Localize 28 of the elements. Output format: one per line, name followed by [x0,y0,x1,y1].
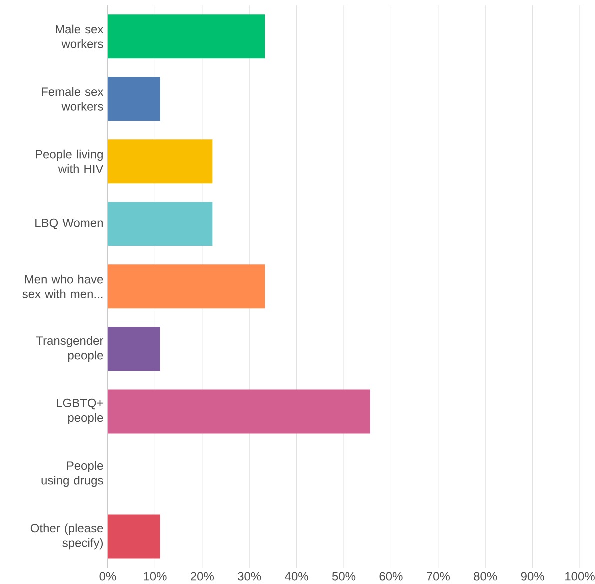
y-tick-label: Other (please specify) [30,524,104,550]
bar [108,514,160,559]
x-tick-label: 60% [380,572,403,581]
y-tick-label: LBQ Women [36,218,103,230]
x-tick-label: 100% [566,572,595,581]
bar [108,327,160,372]
x-tick-label: 80% [474,572,498,581]
bar [108,14,266,59]
x-tick-label: 90% [521,572,544,581]
x-tick-label: 30% [238,572,262,581]
x-tick-label: 10% [144,572,167,581]
bar [108,140,213,184]
x-tick-label: 50% [332,572,356,581]
bar [108,202,213,246]
x-tick-label: 40% [285,572,308,581]
y-tick-label: People living with HIV [36,150,104,174]
y-tick-label: Men who have sex with men... [22,274,104,298]
y-tick-label: Female sex workers [42,87,104,111]
bar [108,264,266,309]
bar [108,77,160,122]
bar [108,390,370,434]
x-tick-label: 0% [100,572,116,581]
y-tick-label: Transgender people [36,336,104,362]
y-tick-label: Male sex workers [56,24,104,48]
y-tick-label: People using drugs [42,461,104,488]
x-tick-label: 20% [191,572,214,581]
x-tick-label: 70% [427,572,450,581]
y-tick-label: LGBTQ+ people [57,398,104,424]
